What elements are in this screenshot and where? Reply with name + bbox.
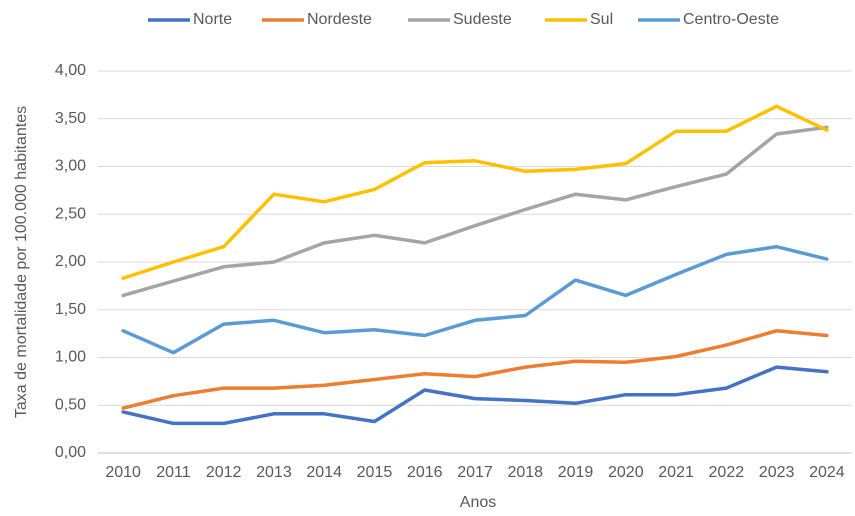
x-tick-label: 2020 xyxy=(608,464,644,481)
series-line xyxy=(121,244,829,355)
x-tick-label: 2011 xyxy=(156,464,191,481)
legend-label: Centro-Oeste xyxy=(683,11,779,28)
x-tick-label: 2013 xyxy=(256,464,292,481)
legend-label: Sul xyxy=(590,11,613,28)
x-tick-label: 2012 xyxy=(206,464,242,481)
y-tick-label: 3,50 xyxy=(55,110,86,127)
x-tick-label: 2010 xyxy=(105,464,141,481)
y-tick-label: 0,00 xyxy=(55,444,86,461)
y-tick-label: 4,00 xyxy=(55,62,86,79)
series-line xyxy=(121,329,829,410)
y-axis-title: Taxa de mortalidade por 100.000 habitant… xyxy=(13,106,30,418)
y-tick-label: 2,00 xyxy=(55,253,86,270)
x-tick-label: 2015 xyxy=(357,464,393,481)
legend-label: Norte xyxy=(193,11,232,28)
x-axis-title: Anos xyxy=(460,494,496,511)
y-tick-label: 1,00 xyxy=(55,349,86,366)
y-tick-label: 2,50 xyxy=(55,205,86,222)
series-line xyxy=(121,104,829,280)
y-tick-label: 1,50 xyxy=(55,301,86,318)
legend-label: Sudeste xyxy=(453,11,512,28)
x-tick-label: 2019 xyxy=(558,464,594,481)
y-tick-label: 0,50 xyxy=(55,396,86,413)
x-tick-label: 2014 xyxy=(306,464,342,481)
y-tick-label: 3,00 xyxy=(55,158,86,175)
x-tick-label: 2022 xyxy=(709,464,745,481)
legend-label: Nordeste xyxy=(307,11,372,28)
series-line xyxy=(121,365,829,426)
x-tick-label: 2023 xyxy=(759,464,795,481)
x-tick-label: 2016 xyxy=(407,464,443,481)
x-tick-label: 2024 xyxy=(809,464,845,481)
x-tick-label: 2018 xyxy=(507,464,543,481)
x-tick-label: 2017 xyxy=(457,464,493,481)
x-tick-label: 2021 xyxy=(658,464,694,481)
series-line xyxy=(121,125,829,298)
